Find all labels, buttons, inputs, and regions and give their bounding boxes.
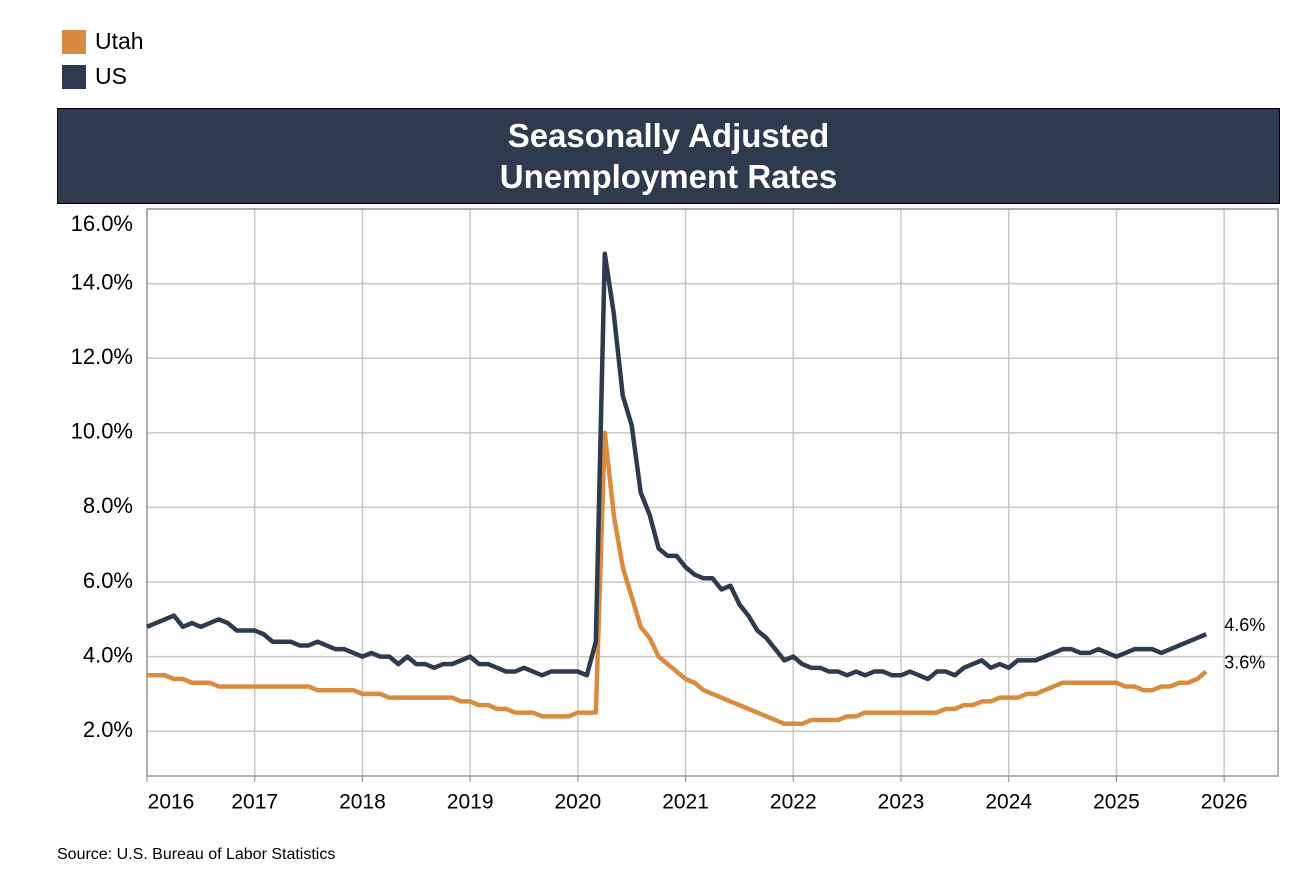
- x-tick-label: 2026: [1201, 791, 1248, 814]
- x-tick-label: 2022: [770, 791, 817, 814]
- x-tick-label: 2021: [662, 791, 709, 814]
- title-banner: Seasonally Adjusted Unemployment Rates: [57, 108, 1280, 204]
- legend-label: Utah: [95, 28, 144, 54]
- x-tick-label: 2020: [554, 791, 601, 814]
- source-note: Source: U.S. Bureau of Labor Statistics: [57, 846, 335, 863]
- y-tick-label: 12.0%: [71, 344, 133, 369]
- plot-border: [146, 208, 1279, 777]
- line-series: [146, 251, 1208, 682]
- y-tick-label: 14.0%: [71, 269, 133, 294]
- y-tick-label: 2.0%: [83, 717, 133, 742]
- y-tick-label: 16.0%: [71, 211, 133, 236]
- x-tick-label: 2016: [148, 791, 195, 814]
- y-tick-label: 10.0%: [71, 419, 133, 444]
- chart-title: Seasonally Adjusted Unemployment Rates: [499, 117, 838, 195]
- x-tick-label: 2025: [1093, 791, 1140, 814]
- x-tick-label: 2017: [231, 791, 278, 814]
- y-tick-label: 6.0%: [83, 568, 133, 593]
- legend-swatch: [62, 65, 86, 89]
- y-tick-label: 4.0%: [83, 642, 133, 667]
- line-series: [147, 430, 1208, 727]
- legend-swatch: [62, 30, 86, 54]
- x-tick-label: 2024: [985, 791, 1032, 814]
- x-tick-label: 2023: [878, 791, 925, 814]
- x-tick-label: 2019: [447, 791, 494, 814]
- legend-label: US: [95, 63, 127, 89]
- x-tick-label: 2018: [339, 791, 386, 814]
- value-label: 3.6%: [1224, 652, 1265, 672]
- value-label: 4.6%: [1224, 615, 1265, 635]
- y-tick-label: 8.0%: [83, 493, 133, 518]
